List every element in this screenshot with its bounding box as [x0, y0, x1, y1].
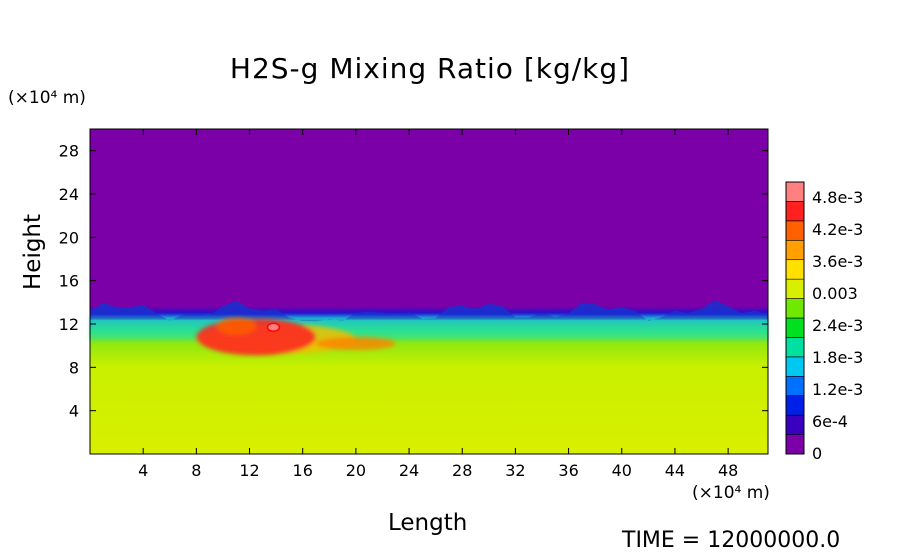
- colorbar-swatch: [785, 259, 805, 280]
- field-background: [90, 129, 768, 454]
- colorbar-swatch: [785, 337, 805, 358]
- x-tick-label: 40: [612, 461, 632, 480]
- mixed-band: [90, 317, 768, 340]
- x-axis-label: Length: [388, 510, 468, 536]
- y-tick-label: 20: [59, 228, 79, 247]
- colorbar-label: 1.8e-3: [812, 348, 863, 367]
- field-plot: [90, 129, 768, 454]
- y-tick-label: 4: [69, 402, 79, 421]
- x-tick-label: 16: [293, 461, 313, 480]
- x-tick-label: 24: [399, 461, 419, 480]
- y-tick-label: 24: [59, 185, 79, 204]
- peak-region: [196, 317, 396, 356]
- x-tick-label: 32: [505, 461, 525, 480]
- x-tick-label: 28: [452, 461, 472, 480]
- colorbar-swatch: [785, 317, 805, 338]
- y-tick-label: 12: [59, 315, 79, 334]
- plot-frame: [89, 128, 769, 455]
- colorbar-label: 4.8e-3: [812, 188, 863, 207]
- x-tick-label: 4: [138, 461, 148, 480]
- y-tick-label: 8: [69, 358, 79, 377]
- colorbar-swatch: [785, 395, 805, 416]
- x-tick-label: 8: [191, 461, 201, 480]
- x-tick-label: 12: [239, 461, 259, 480]
- colorbar-swatch: [785, 375, 805, 397]
- colorbar-label: 4.2e-3: [812, 220, 863, 239]
- chart-title: H2S-g Mixing Ratio [kg/kg]: [229, 52, 631, 85]
- colorbar-swatch: [785, 414, 805, 435]
- x-axis-unit: (×10⁴ m): [692, 483, 770, 503]
- colorbar-swatch: [785, 298, 805, 319]
- x-tick-label: 36: [558, 461, 578, 480]
- colorbar-label: 2.4e-3: [812, 316, 863, 335]
- x-tick-label: 48: [718, 461, 738, 480]
- y-tick-label: 28: [59, 142, 79, 161]
- colorbar-swatch: [785, 201, 805, 222]
- x-tick-label: 20: [346, 461, 366, 480]
- colorbar-swatch: [785, 239, 805, 261]
- colorbar-label: 1.2e-3: [812, 380, 863, 399]
- colorbar-swatch: [785, 181, 805, 202]
- colorbar-frame: [785, 181, 805, 455]
- colorbar-swatch: [785, 356, 805, 377]
- x-tick-label: 44: [665, 461, 685, 480]
- boundary-band: [90, 300, 768, 322]
- colorbar-label: 3.6e-3: [812, 252, 863, 271]
- colorbar-swatch: [785, 220, 805, 241]
- colorbar-label: 6e-4: [812, 412, 848, 431]
- colorbar-swatch: [785, 278, 805, 299]
- colorbar-label: 0: [812, 444, 822, 463]
- y-axis-unit: (×10⁴ m): [8, 88, 86, 108]
- colorbar-swatch: [785, 434, 805, 455]
- peak-spot: [266, 322, 281, 332]
- y-tick-label: 16: [59, 272, 79, 291]
- colorbar-label: 0.003: [812, 284, 858, 303]
